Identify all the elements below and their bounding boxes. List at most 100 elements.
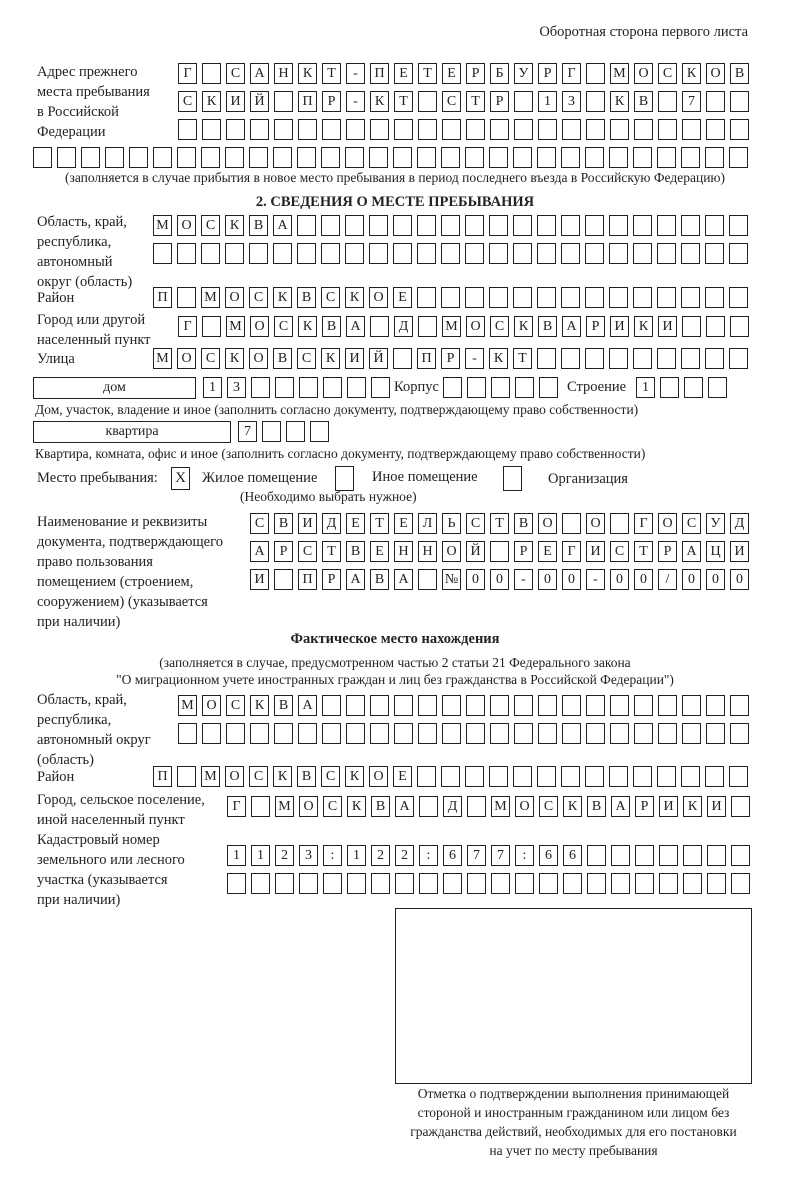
char-cell[interactable]: В [346,541,365,562]
char-cell[interactable] [707,845,726,866]
char-cell[interactable]: Р [658,541,677,562]
char-cell[interactable] [609,147,628,168]
char-cell[interactable] [609,287,628,308]
char-cell[interactable]: С [442,91,461,112]
char-cell[interactable] [177,243,196,264]
char-cell[interactable] [561,215,580,236]
char-cell[interactable] [273,243,292,264]
char-cell[interactable] [81,147,100,168]
char-cell[interactable] [418,723,437,744]
char-cell[interactable]: К [298,316,317,337]
char-cell[interactable] [346,119,365,140]
char-cell[interactable] [201,147,220,168]
char-cell[interactable]: О [515,796,534,817]
char-cell[interactable] [225,147,244,168]
char-cell[interactable] [634,723,653,744]
char-cell[interactable] [633,215,652,236]
char-cell[interactable]: О [706,63,725,84]
char-cell[interactable]: К [683,796,702,817]
char-cell[interactable]: Т [490,513,509,534]
char-cell[interactable]: Р [538,63,557,84]
char-cell[interactable] [658,695,677,716]
char-cell[interactable] [610,513,629,534]
char-cell[interactable] [202,119,221,140]
char-cell[interactable] [370,723,389,744]
char-cell[interactable] [731,873,750,894]
char-cell[interactable] [731,845,750,866]
char-cell[interactable] [322,119,341,140]
char-cell[interactable]: 7 [467,845,486,866]
char-cell[interactable]: Т [513,348,532,369]
char-cell[interactable]: К [321,348,340,369]
char-cell[interactable] [706,119,725,140]
char-cell[interactable]: Р [635,796,654,817]
char-cell[interactable]: 0 [706,569,725,590]
char-cell[interactable] [683,845,702,866]
char-cell[interactable] [394,695,413,716]
char-cell[interactable]: 7 [238,421,257,442]
char-cell[interactable] [611,845,630,866]
char-cell[interactable] [659,845,678,866]
char-cell[interactable]: А [346,569,365,590]
char-cell[interactable]: В [370,569,389,590]
char-cell[interactable] [177,766,196,787]
char-cell[interactable] [537,287,556,308]
char-cell[interactable]: М [201,766,220,787]
char-cell[interactable]: Л [418,513,437,534]
char-cell[interactable] [563,873,582,894]
char-cell[interactable]: С [321,766,340,787]
char-cell[interactable] [202,723,221,744]
char-cell[interactable]: А [298,695,317,716]
char-cell[interactable] [394,723,413,744]
char-cell[interactable]: Т [322,63,341,84]
char-cell[interactable]: А [273,215,292,236]
char-cell[interactable] [418,695,437,716]
char-cell[interactable]: К [610,91,629,112]
char-cell[interactable]: С [201,348,220,369]
char-cell[interactable]: Е [370,541,389,562]
char-cell[interactable] [610,119,629,140]
char-cell[interactable]: К [489,348,508,369]
char-cell[interactable]: Е [394,513,413,534]
char-cell[interactable] [299,873,318,894]
char-cell[interactable] [730,695,749,716]
char-cell[interactable] [537,348,556,369]
char-cell[interactable] [515,377,534,398]
char-cell[interactable]: Ц [706,541,725,562]
char-cell[interactable] [297,147,316,168]
char-cell[interactable] [562,695,581,716]
char-cell[interactable] [562,119,581,140]
char-cell[interactable] [419,796,438,817]
char-cell[interactable] [562,723,581,744]
char-cell[interactable] [393,147,412,168]
char-cell[interactable] [465,147,484,168]
char-cell[interactable]: В [371,796,390,817]
char-cell[interactable] [585,766,604,787]
char-cell[interactable] [489,243,508,264]
char-cell[interactable] [633,348,652,369]
char-cell[interactable] [251,796,270,817]
char-cell[interactable]: О [658,513,677,534]
char-cell[interactable] [682,119,701,140]
char-cell[interactable]: Р [466,63,485,84]
char-cell[interactable] [609,215,628,236]
char-cell[interactable] [370,695,389,716]
char-cell[interactable] [441,215,460,236]
char-cell[interactable]: Р [322,91,341,112]
char-cell[interactable] [321,243,340,264]
char-cell[interactable] [633,147,652,168]
char-cell[interactable] [418,119,437,140]
char-cell[interactable] [226,119,245,140]
char-cell[interactable] [657,348,676,369]
char-cell[interactable] [491,377,510,398]
char-cell[interactable] [177,287,196,308]
char-cell[interactable]: Т [418,63,437,84]
char-cell[interactable] [705,147,724,168]
char-cell[interactable]: Е [394,63,413,84]
char-cell[interactable] [441,147,460,168]
char-cell[interactable] [707,873,726,894]
char-cell[interactable] [274,91,293,112]
char-cell[interactable] [417,243,436,264]
char-cell[interactable]: М [491,796,510,817]
char-cell[interactable] [539,377,558,398]
